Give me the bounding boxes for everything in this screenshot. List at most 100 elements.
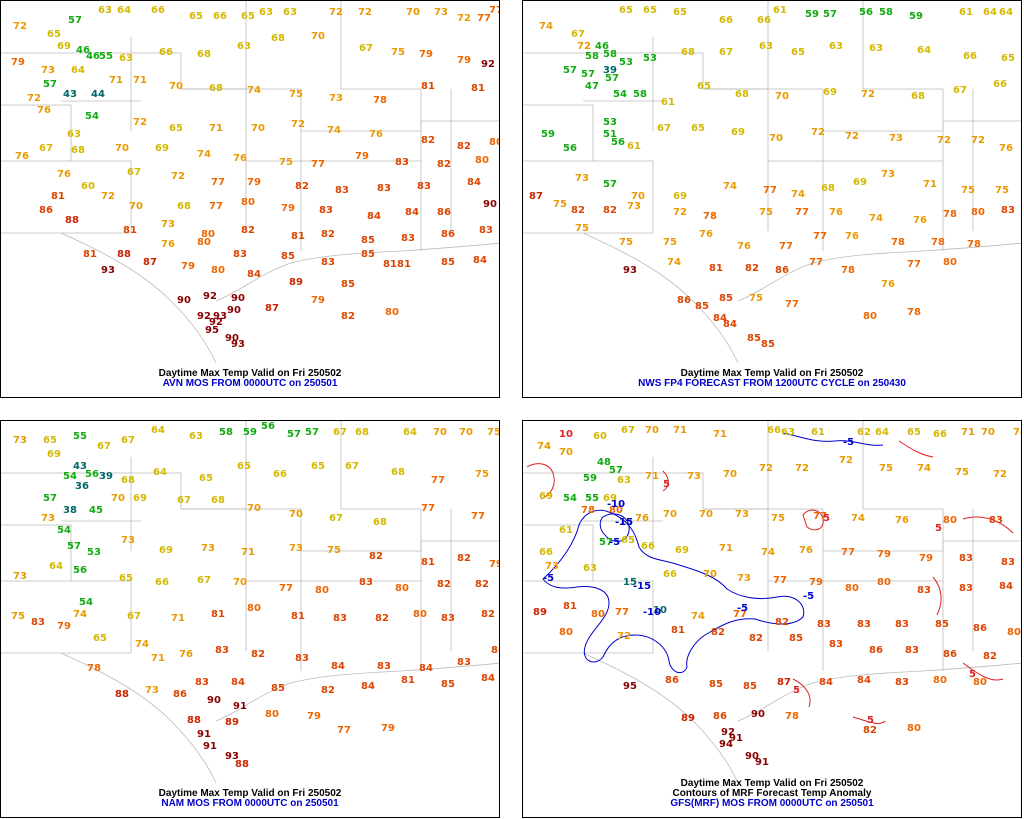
station-temp: 88 xyxy=(235,759,249,770)
station-temp: 68 xyxy=(121,475,135,486)
station-temp: 56 xyxy=(85,469,99,480)
station-temp: 85 xyxy=(441,679,455,690)
anomaly-contour-negative-inner xyxy=(599,513,630,542)
station-temp: 81 xyxy=(671,625,685,636)
station-temp: 79 xyxy=(489,559,500,570)
station-temp: 68 xyxy=(821,183,835,194)
station-temp: 95 xyxy=(623,681,637,692)
state-boundary xyxy=(1,580,132,653)
station-temp: 43 xyxy=(73,461,87,472)
station-temp: 82 xyxy=(775,617,789,628)
station-temp: 65 xyxy=(189,11,203,22)
contour-label: 5 xyxy=(867,715,874,726)
station-temp: 73 xyxy=(545,561,559,572)
station-temp: 92 xyxy=(203,291,217,302)
station-temp: 65 xyxy=(1001,53,1015,64)
station-temp: 59 xyxy=(805,9,819,20)
station-temp: 82 xyxy=(241,225,255,236)
station-temp: 76 xyxy=(15,151,29,162)
map-avn-mos: 7257636466656665636372727073727777656946… xyxy=(1,1,499,364)
station-temp: 66 xyxy=(273,469,287,480)
station-temp: 75 xyxy=(289,89,303,100)
station-temp: 80 xyxy=(197,237,211,248)
station-temp: 63 xyxy=(583,563,597,574)
station-temp: 92 xyxy=(197,311,211,322)
station-temp: 59 xyxy=(909,11,923,22)
state-boundary xyxy=(523,160,654,233)
station-temp: 55 xyxy=(99,51,113,62)
station-temp: 80 xyxy=(591,609,605,620)
contour-label: -15 xyxy=(633,581,651,592)
station-temp: 74 xyxy=(247,85,261,96)
station-temp: 81 xyxy=(383,259,397,270)
station-temp: 65 xyxy=(43,435,57,446)
station-temp: 60 xyxy=(81,181,95,192)
station-temp: 76 xyxy=(913,215,927,226)
anomaly-contour-positive-west xyxy=(526,463,555,500)
station-temp: 53 xyxy=(619,57,633,68)
station-temp: 72 xyxy=(861,89,875,100)
station-temp: 58 xyxy=(879,7,893,18)
station-temp: 53 xyxy=(643,53,657,64)
station-temp: 10 xyxy=(653,605,667,616)
station-temp: 84 xyxy=(857,675,871,686)
station-temp: 64 xyxy=(151,425,165,436)
station-temp: 66 xyxy=(539,547,553,558)
station-temp: 78 xyxy=(703,211,717,222)
station-temp: 73 xyxy=(737,573,751,584)
station-temp: 85 xyxy=(747,333,761,344)
station-temp: 70 xyxy=(559,447,573,458)
station-temp: 61 xyxy=(773,5,787,16)
contour-label: -5 xyxy=(803,591,814,602)
state-boundary xyxy=(523,580,654,653)
station-temp: 76 xyxy=(233,153,247,164)
station-temp: 90 xyxy=(483,199,497,210)
station-temp: 73 xyxy=(575,173,589,184)
station-temp: 80 xyxy=(201,229,215,240)
station-temp: 78 xyxy=(967,239,981,250)
station-temp: 83 xyxy=(905,645,919,656)
station-temp: 92 xyxy=(721,727,735,738)
station-temp: 77 xyxy=(477,13,491,24)
station-temp: 54 xyxy=(57,525,71,536)
station-temp: 55 xyxy=(585,493,599,504)
station-temp: 83 xyxy=(457,657,471,668)
station-temp: 46 xyxy=(76,45,90,56)
station-temp: 79 xyxy=(11,57,25,68)
station-temp: 63 xyxy=(98,5,112,16)
station-temp: 81 xyxy=(291,611,305,622)
station-temp: 83 xyxy=(959,583,973,594)
station-temp: 84 xyxy=(361,681,375,692)
station-temp: 61 xyxy=(559,525,573,536)
station-temp: 80 xyxy=(247,603,261,614)
station-temp: 85 xyxy=(789,633,803,644)
station-temp: 78 xyxy=(785,711,799,722)
station-temp: 70 xyxy=(111,493,125,504)
station-temp: 63 xyxy=(189,431,203,442)
station-temp: 57 xyxy=(823,9,837,20)
station-temp: 68 xyxy=(177,201,191,212)
station-temp: 75 xyxy=(955,467,969,478)
station-temp: 70 xyxy=(433,427,447,438)
station-temp: 58 xyxy=(585,51,599,62)
station-temp: 79 xyxy=(355,151,369,162)
station-temp: 67 xyxy=(953,85,967,96)
station-temp: 66 xyxy=(993,79,1007,90)
station-temp: 91 xyxy=(729,733,743,744)
station-temp: 86 xyxy=(665,675,679,686)
station-temp: 65 xyxy=(643,5,657,16)
station-temp: 81 xyxy=(291,231,305,242)
station-temp: 70 xyxy=(645,425,659,436)
station-temp: 74 xyxy=(869,213,883,224)
station-temp: 93 xyxy=(225,751,239,762)
station-temp: 64 xyxy=(917,45,931,56)
station-temp: 72 xyxy=(845,131,859,142)
station-temp: 86 xyxy=(775,265,789,276)
station-temp: 83 xyxy=(31,617,45,628)
station-temp: 91 xyxy=(755,757,769,768)
station-temp: 45 xyxy=(89,505,103,516)
station-temp: 91 xyxy=(197,729,211,740)
station-temp: 82 xyxy=(375,613,389,624)
station-temp: 82 xyxy=(603,205,617,216)
station-temp: 74 xyxy=(851,513,865,524)
